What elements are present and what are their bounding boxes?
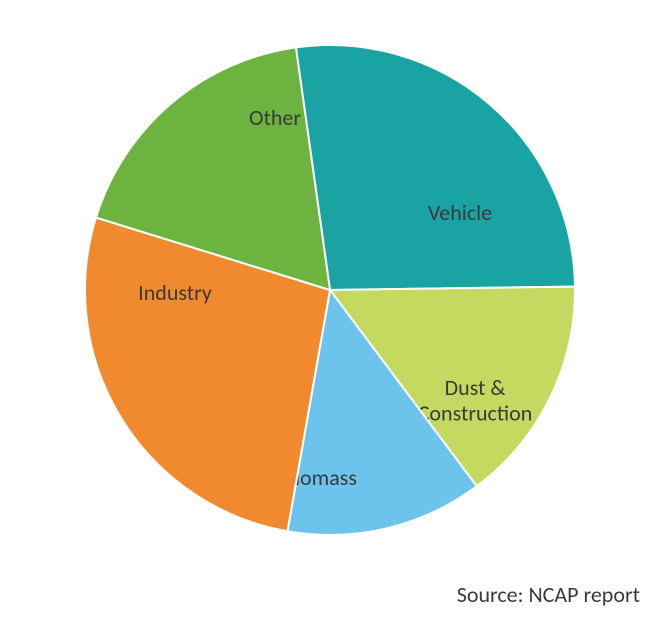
pie-slice [296,45,575,290]
pie-slice-label: Industry [138,279,212,306]
pie-chart: VehicleDust &ConstructionBiomassIndustry… [0,0,660,620]
source-caption: Source: NCAP report [457,581,640,608]
pie-slice-label: Vehicle [428,199,492,226]
pie-svg: VehicleDust &ConstructionBiomassIndustry… [0,0,660,620]
pie-slice-label: Other [249,104,301,131]
